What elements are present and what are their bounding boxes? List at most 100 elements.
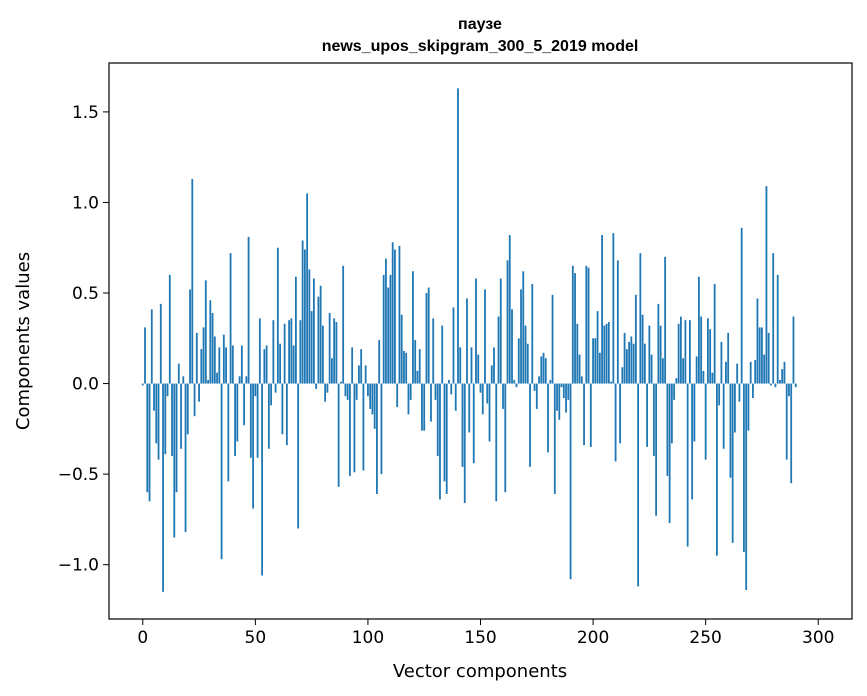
bar: [312, 278, 315, 384]
bar: [430, 383, 432, 422]
x-tick-label: 250: [689, 628, 721, 648]
bar: [324, 383, 327, 402]
bar: [515, 383, 518, 388]
bar: [479, 383, 482, 393]
bar: [448, 379, 450, 384]
bar: [171, 383, 173, 456]
bar: [159, 303, 162, 384]
bar: [637, 383, 640, 587]
bar: [493, 347, 495, 384]
bar: [310, 311, 313, 384]
bar: [198, 383, 200, 402]
bar: [738, 383, 741, 402]
bar: [238, 376, 241, 384]
bar: [229, 253, 232, 384]
bar: [792, 316, 795, 384]
bar: [499, 278, 502, 384]
bar: [182, 376, 185, 384]
bar: [761, 327, 763, 384]
bar: [616, 260, 619, 384]
bar: [423, 383, 426, 431]
bar: [337, 383, 340, 487]
bar: [704, 383, 707, 460]
bar: [425, 293, 428, 384]
bar: [459, 347, 462, 384]
bar: [720, 341, 723, 384]
bar: [418, 349, 421, 384]
bar: [767, 332, 770, 384]
bar: [164, 383, 167, 455]
bar: [652, 383, 655, 456]
bar: [385, 258, 387, 384]
bar: [659, 325, 662, 384]
bar: [684, 320, 687, 384]
bar: [189, 289, 191, 384]
bar: [400, 314, 403, 384]
bar: [209, 300, 212, 384]
bar: [734, 383, 736, 433]
bar: [713, 283, 716, 384]
bar: [639, 253, 642, 384]
bar: [576, 323, 579, 384]
bar: [553, 383, 556, 495]
bar: [249, 383, 252, 458]
bar: [168, 274, 171, 384]
bar: [367, 383, 369, 397]
bar: [362, 383, 365, 471]
bar: [466, 298, 468, 384]
bar: [162, 383, 164, 592]
bar: [421, 383, 423, 431]
bar: [502, 383, 504, 409]
bar: [353, 383, 356, 473]
bar: [200, 349, 203, 384]
bar: [727, 332, 730, 384]
bar: [754, 360, 757, 384]
bar: [745, 383, 748, 591]
bar: [788, 383, 790, 397]
plot-frame: [108, 62, 853, 620]
bar: [450, 383, 453, 395]
bar: [661, 358, 664, 384]
bar: [240, 345, 243, 384]
bar: [220, 383, 223, 560]
bar: [594, 338, 597, 384]
bar: [781, 369, 784, 384]
bar: [549, 379, 552, 384]
bar: [218, 347, 221, 384]
bar: [470, 347, 473, 384]
y-tick-label: 0.5: [72, 284, 99, 304]
bar: [520, 289, 522, 384]
bar: [340, 381, 342, 384]
bar: [619, 383, 621, 444]
bar: [292, 345, 295, 384]
bar: [141, 383, 144, 386]
bar: [585, 265, 588, 384]
bar: [682, 358, 685, 384]
bar: [247, 236, 250, 384]
bar: [202, 327, 205, 384]
bar: [335, 321, 338, 384]
bar: [504, 383, 507, 493]
bar: [391, 242, 394, 384]
bar: [484, 289, 486, 384]
bar: [301, 240, 304, 384]
bar: [580, 376, 583, 384]
bar: [607, 321, 610, 384]
bar: [319, 285, 322, 384]
bar: [227, 383, 230, 482]
bar: [693, 383, 696, 442]
bar: [643, 343, 646, 384]
bar: [308, 269, 311, 384]
bar: [772, 253, 775, 384]
bar: [513, 379, 516, 384]
bar: [355, 383, 358, 400]
bar: [146, 383, 149, 493]
bar: [794, 383, 797, 388]
bar: [542, 352, 545, 384]
bar: [648, 325, 651, 384]
bar: [556, 383, 558, 411]
bar: [407, 383, 410, 415]
bar: [144, 327, 146, 384]
bar: [148, 383, 151, 502]
bar: [281, 383, 284, 435]
